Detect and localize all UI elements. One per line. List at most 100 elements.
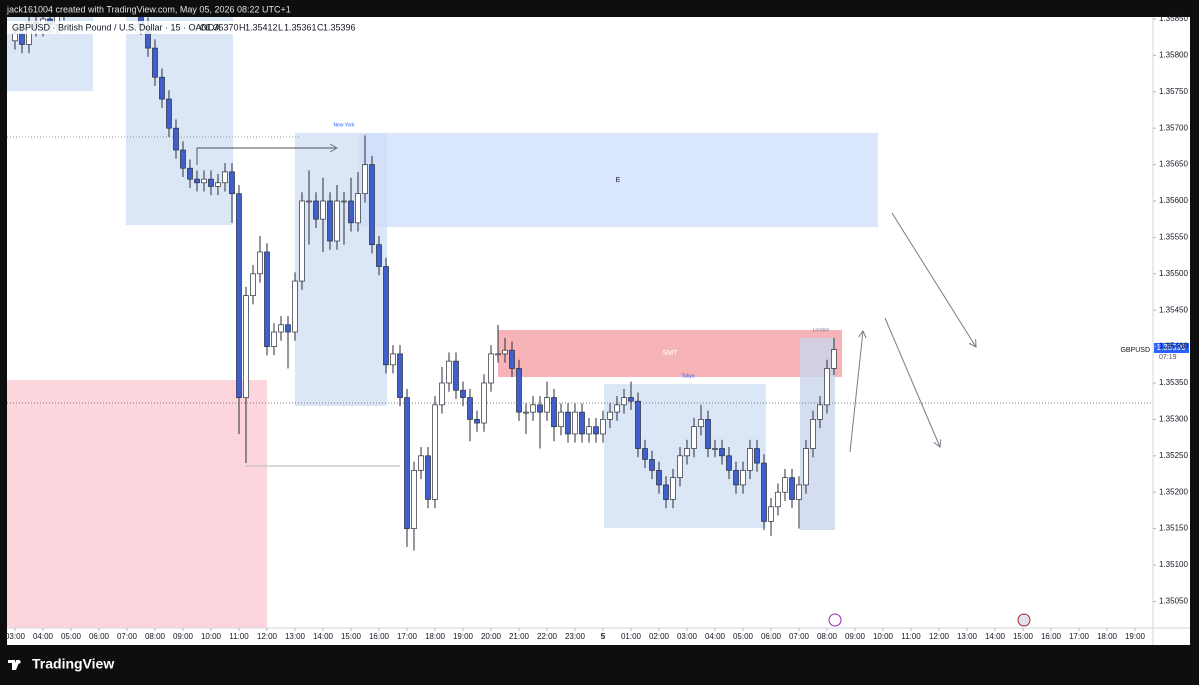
annotation: E — [616, 177, 621, 184]
candle-body — [474, 419, 480, 424]
candle-body — [460, 389, 466, 398]
candle-body — [159, 76, 165, 100]
y-tick-label: 1.35600 — [1159, 196, 1188, 205]
annotation: New York — [333, 122, 355, 128]
candle-body — [803, 448, 809, 486]
candle-body — [327, 200, 333, 242]
x-tick-label: 05:00 — [61, 632, 82, 641]
y-tick-label: 1.35200 — [1159, 487, 1188, 496]
candle-body — [810, 419, 816, 449]
candle-body — [516, 368, 522, 413]
candle-body — [537, 404, 543, 413]
candle-body — [257, 251, 263, 275]
candle-body — [509, 349, 515, 369]
candle-body — [292, 280, 298, 333]
candle-body — [502, 349, 508, 355]
x-tick-label: 21:00 — [509, 632, 530, 641]
candle-body — [565, 411, 571, 435]
x-tick-label: 18:00 — [1097, 632, 1118, 641]
y-tick-label: 1.35850 — [1159, 14, 1188, 23]
y-tick-label: 1.35450 — [1159, 305, 1188, 314]
candle-body — [698, 419, 704, 428]
ohlc-value: 1.35361 — [284, 22, 317, 32]
candle-body — [488, 353, 494, 384]
candle-body — [432, 404, 438, 500]
x-tick-label: 23:00 — [565, 632, 586, 641]
candle-body — [271, 331, 277, 347]
candle-body — [152, 47, 158, 78]
ohlc-legend: O1.35370 H 1.35412 L 1.35361 C 1.35396 — [200, 22, 356, 32]
candle-body — [19, 33, 25, 45]
candle-body — [334, 200, 340, 242]
x-tick-label: 13:00 — [957, 632, 978, 641]
event-icon[interactable] — [1017, 613, 1031, 627]
candle-body — [796, 484, 802, 500]
candle-body — [656, 470, 662, 486]
candle-body — [733, 470, 739, 486]
last-price: 1.35396 — [1157, 343, 1186, 352]
candle-body — [376, 244, 382, 267]
ohlc-label: L — [278, 22, 283, 32]
zone — [498, 330, 842, 377]
x-tick-label: 16:00 — [1041, 632, 1062, 641]
x-tick-label: 22:00 — [537, 632, 558, 641]
candle-body — [250, 273, 256, 296]
symbol-title: GBPUSD · British Pound / U.S. Dollar · 1… — [12, 22, 221, 32]
price-tag — [1154, 343, 1189, 353]
candle-body — [544, 397, 550, 413]
x-tick-label: 15:00 — [1013, 632, 1034, 641]
candle-body — [558, 411, 564, 428]
candle-body — [264, 251, 270, 347]
candle-body — [313, 200, 319, 220]
y-tick-label: 1.35050 — [1159, 597, 1188, 606]
candle-body — [740, 470, 746, 486]
candle-body — [768, 506, 774, 522]
x-tick-label: 14:00 — [313, 632, 334, 641]
candle-body — [691, 426, 697, 449]
symbol-label: GBPUSD — [1120, 347, 1150, 354]
candle-body — [173, 127, 179, 151]
y-tick-label: 1.35650 — [1159, 160, 1188, 169]
x-tick-label: 04:00 — [705, 632, 726, 641]
candle-body — [481, 382, 487, 424]
y-tick-label: 1.35750 — [1159, 87, 1188, 96]
candle-body — [390, 353, 396, 366]
event-icon[interactable] — [828, 613, 842, 627]
logo-text: TradingView — [32, 656, 114, 672]
zone — [126, 17, 233, 225]
candle-body — [425, 455, 431, 500]
candle-body — [775, 491, 781, 508]
annotation: Tokyo — [681, 373, 694, 379]
x-tick-label: 01:00 — [621, 632, 642, 641]
candle-body — [670, 477, 676, 500]
candle-body — [824, 368, 830, 406]
zone — [359, 133, 878, 227]
x-tick-label: 10:00 — [201, 632, 222, 641]
annotation: London — [813, 327, 830, 333]
x-tick-label: 16:00 — [369, 632, 390, 641]
candle-body — [726, 455, 732, 471]
candle-body — [299, 200, 305, 282]
candle-body — [383, 266, 389, 366]
candle-body — [404, 397, 410, 529]
candle-body — [523, 411, 529, 414]
arrow — [196, 148, 337, 165]
x-tick-label: 12:00 — [257, 632, 278, 641]
x-tick-label: 06:00 — [89, 632, 110, 641]
arrow — [849, 331, 863, 453]
x-tick-label: 17:00 — [397, 632, 418, 641]
candle-body — [180, 149, 186, 169]
annotation: SMT — [663, 350, 679, 357]
logo: TradingView — [8, 656, 114, 672]
candle-body — [355, 193, 361, 224]
x-tick-label: 06:00 — [761, 632, 782, 641]
candle-body — [635, 400, 641, 449]
candle-body — [362, 164, 368, 195]
candle-body — [628, 397, 634, 402]
candle-body — [306, 200, 312, 203]
candle-body — [754, 448, 760, 464]
candle-body — [12, 33, 18, 42]
candle-body — [614, 404, 620, 413]
candle-body — [579, 411, 585, 435]
x-tick-label: 07:00 — [789, 632, 810, 641]
